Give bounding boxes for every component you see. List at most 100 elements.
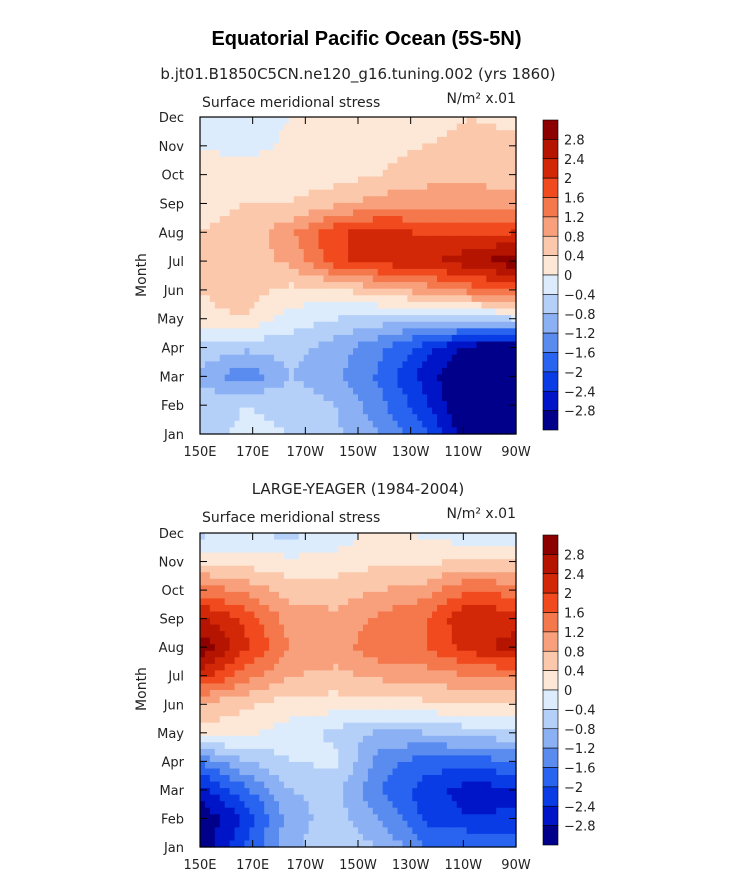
heatmap-cell (343, 150, 349, 158)
heatmap-cell (362, 315, 369, 323)
heatmap-cell (372, 209, 379, 217)
heatmap-cell (269, 690, 275, 698)
heatmap-cell (274, 249, 280, 257)
heatmap-cell (200, 400, 206, 409)
heatmap-cell (461, 196, 468, 204)
heatmap-cell (382, 156, 389, 164)
heatmap-cell (461, 394, 468, 402)
heatmap-cell (427, 150, 433, 158)
colorbar: 2.82.421.61.20.80.40−0.4−0.8−1.2−1.6−2−2… (542, 119, 596, 431)
heatmap-cell (422, 163, 428, 171)
heatmap-cell (461, 169, 468, 178)
heatmap-cell (308, 618, 315, 626)
heatmap-cell (412, 117, 418, 125)
y-axis-label: Month (134, 667, 150, 711)
heatmap-cell (362, 618, 369, 626)
heatmap-cell (229, 130, 236, 138)
heatmap-cell (204, 216, 211, 224)
x-tick-label: 170W (286, 445, 324, 460)
heatmap-cell (481, 703, 487, 711)
heatmap-cell (481, 235, 487, 244)
heatmap-cell (229, 249, 236, 257)
heatmap-cell (274, 275, 280, 283)
heatmap-cell (372, 400, 379, 409)
heatmap-cell (397, 578, 404, 586)
heatmap-cell (274, 367, 280, 376)
heatmap-cell (437, 163, 443, 171)
heatmap-cell (397, 552, 404, 560)
heatmap-cell (367, 136, 374, 145)
heatmap-cell (279, 282, 285, 290)
heatmap-cell (456, 367, 463, 376)
heatmap-cell (501, 341, 507, 349)
heatmap-cell (496, 249, 502, 257)
heatmap-cell (279, 631, 285, 639)
heatmap-cell (471, 334, 478, 343)
heatmap-cell (392, 683, 399, 691)
heatmap-cell (397, 427, 404, 435)
heatmap-cell (501, 130, 507, 138)
heatmap-cell (313, 176, 320, 184)
heatmap-cell (496, 670, 502, 678)
heatmap-cell (402, 136, 408, 145)
heatmap-cell (417, 209, 423, 217)
heatmap-cell (343, 275, 349, 283)
heatmap-cell (456, 552, 463, 560)
heatmap-cell (362, 321, 369, 329)
heatmap-cell (456, 533, 463, 541)
heatmap-cell (441, 143, 448, 151)
heatmap-cell (298, 130, 305, 138)
heatmap-cell (456, 229, 463, 237)
heatmap-cell (209, 650, 216, 658)
heatmap-cell (239, 420, 246, 428)
heatmap-cell (422, 407, 428, 415)
heatmap-cell (328, 361, 334, 369)
heatmap-cell (506, 169, 512, 178)
heatmap-cell (387, 229, 394, 237)
heatmap-cell (486, 387, 492, 395)
heatmap-cell (209, 578, 216, 586)
heatmap-cell (234, 288, 241, 296)
heatmap-cell (412, 400, 418, 409)
heatmap-cell (234, 585, 241, 593)
heatmap-cell (451, 703, 458, 711)
heatmap-cell (362, 348, 369, 356)
heatmap-cell (214, 546, 221, 554)
heatmap-cell (397, 262, 404, 270)
heatmap-cell (323, 354, 329, 362)
heatmap-cell (382, 341, 389, 349)
heatmap-cell (318, 275, 325, 283)
heatmap-cell (269, 268, 275, 277)
heatmap-cell (348, 624, 354, 632)
heatmap-cell (313, 169, 320, 178)
heatmap-cell (402, 394, 408, 402)
heatmap-cell (264, 255, 270, 263)
heatmap-cell (367, 539, 374, 547)
heatmap-cell (200, 696, 206, 704)
heatmap-cell (486, 381, 492, 389)
heatmap-cell (506, 315, 512, 323)
heatmap-cell (511, 229, 517, 237)
heatmap-cell (446, 427, 453, 435)
heatmap-cell (283, 604, 290, 613)
heatmap-cell (387, 676, 394, 685)
heatmap-cell (476, 242, 483, 250)
heatmap-cell (362, 202, 369, 211)
heatmap-cell (397, 591, 404, 600)
heatmap-cell (422, 676, 428, 685)
heatmap-cell (283, 591, 290, 600)
heatmap-cell (244, 631, 250, 639)
heatmap-cell (308, 202, 315, 211)
heatmap-cell (466, 295, 473, 303)
heatmap-cell (318, 670, 325, 678)
heatmap-cell (427, 354, 433, 362)
heatmap-cell (476, 618, 483, 626)
heatmap-cell (279, 578, 285, 586)
heatmap-cell (481, 572, 487, 580)
heatmap-cell (506, 637, 512, 645)
heatmap-cell (308, 229, 315, 237)
heatmap-cell (441, 598, 448, 606)
heatmap-cell (274, 533, 280, 541)
heatmap-cell (511, 578, 517, 586)
